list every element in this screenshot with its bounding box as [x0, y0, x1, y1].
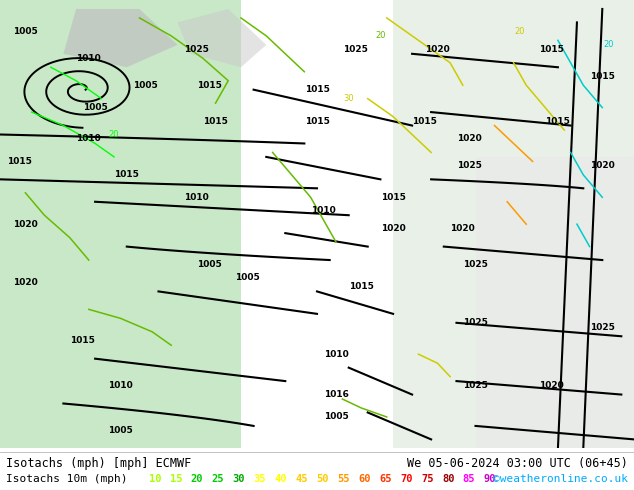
- Text: 1025: 1025: [463, 381, 488, 390]
- Text: 1010: 1010: [323, 350, 349, 359]
- Text: 20: 20: [191, 474, 204, 484]
- Text: 85: 85: [463, 474, 476, 484]
- Polygon shape: [393, 0, 634, 448]
- Text: 1020: 1020: [590, 161, 615, 171]
- Text: 90: 90: [484, 474, 496, 484]
- Text: 1015: 1015: [539, 45, 564, 54]
- Text: 1005: 1005: [108, 426, 133, 435]
- Text: 1016: 1016: [323, 390, 349, 399]
- Text: 50: 50: [316, 474, 329, 484]
- Text: 1015: 1015: [6, 157, 32, 166]
- Text: 1020: 1020: [380, 224, 406, 233]
- Text: 1025: 1025: [590, 323, 615, 332]
- Text: 1015: 1015: [114, 171, 139, 179]
- Text: 1010: 1010: [76, 54, 101, 63]
- Text: 40: 40: [275, 474, 287, 484]
- Polygon shape: [178, 9, 266, 67]
- Text: 1020: 1020: [450, 224, 476, 233]
- Text: 75: 75: [421, 474, 434, 484]
- Text: 1015: 1015: [349, 282, 374, 292]
- Text: 1015: 1015: [380, 193, 406, 202]
- Text: ©weatheronline.co.uk: ©weatheronline.co.uk: [493, 474, 628, 484]
- Text: 45: 45: [295, 474, 308, 484]
- Text: 1025: 1025: [456, 161, 482, 171]
- Text: 1005: 1005: [82, 103, 108, 112]
- Text: 1025: 1025: [342, 45, 368, 54]
- Text: 1025: 1025: [463, 260, 488, 269]
- Text: 1015: 1015: [412, 117, 437, 125]
- Text: 1010: 1010: [184, 193, 209, 202]
- Text: 1005: 1005: [323, 413, 349, 421]
- Text: 20: 20: [515, 27, 525, 36]
- Text: 35: 35: [254, 474, 266, 484]
- Text: 1015: 1015: [590, 72, 615, 81]
- Text: 1015: 1015: [197, 81, 222, 90]
- Text: 70: 70: [400, 474, 413, 484]
- Text: 1020: 1020: [425, 45, 450, 54]
- Text: 1010: 1010: [76, 134, 101, 144]
- Text: 1010: 1010: [311, 206, 336, 215]
- Text: 60: 60: [358, 474, 371, 484]
- Text: 1015: 1015: [304, 85, 330, 94]
- Text: We 05-06-2024 03:00 UTC (06+45): We 05-06-2024 03:00 UTC (06+45): [407, 457, 628, 470]
- Text: 1005: 1005: [133, 81, 158, 90]
- Polygon shape: [476, 157, 634, 448]
- Text: 1020: 1020: [539, 381, 564, 390]
- Text: 1010: 1010: [108, 381, 133, 390]
- Text: Isotachs 10m (mph): Isotachs 10m (mph): [6, 474, 128, 484]
- Text: 80: 80: [442, 474, 455, 484]
- Text: Isotachs (mph) [mph] ECMWF: Isotachs (mph) [mph] ECMWF: [6, 457, 191, 470]
- Text: 20: 20: [375, 31, 385, 40]
- Polygon shape: [63, 9, 178, 67]
- Text: 1015: 1015: [545, 117, 571, 125]
- Text: 1025: 1025: [184, 45, 209, 54]
- Text: 1015: 1015: [304, 117, 330, 125]
- Text: 20: 20: [604, 40, 614, 49]
- Text: 1005: 1005: [235, 273, 260, 282]
- Text: 25: 25: [212, 474, 224, 484]
- Text: 55: 55: [337, 474, 350, 484]
- Text: 15: 15: [170, 474, 183, 484]
- Text: 1005: 1005: [197, 260, 222, 269]
- Polygon shape: [0, 0, 241, 448]
- Text: 10: 10: [149, 474, 162, 484]
- Text: 1020: 1020: [13, 220, 38, 229]
- Text: 1015: 1015: [70, 336, 95, 345]
- Text: 1025: 1025: [463, 318, 488, 327]
- Text: 1005: 1005: [13, 27, 38, 36]
- Text: 30: 30: [344, 94, 354, 103]
- Text: 20: 20: [109, 130, 119, 139]
- Text: 65: 65: [379, 474, 392, 484]
- Text: 30: 30: [233, 474, 245, 484]
- Text: 1015: 1015: [203, 117, 228, 125]
- Text: 1020: 1020: [456, 134, 482, 144]
- Text: 1020: 1020: [13, 278, 38, 287]
